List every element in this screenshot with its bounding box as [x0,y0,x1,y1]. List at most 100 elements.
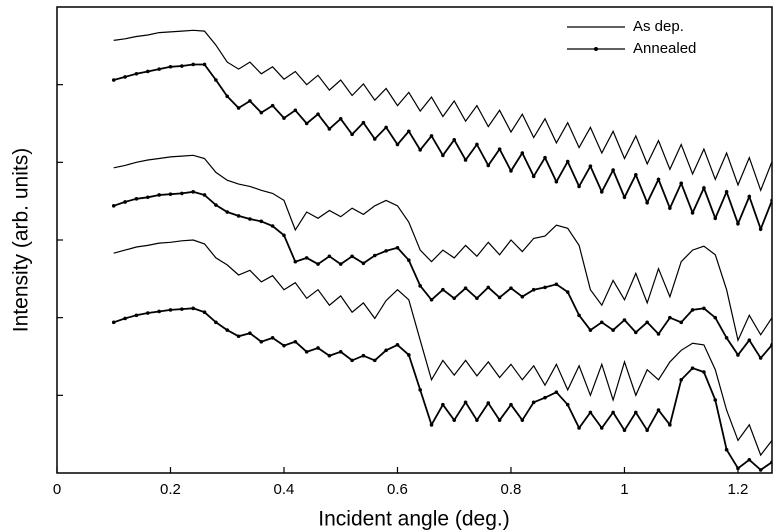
series-marker [134,197,139,201]
series-marker [770,198,772,203]
series-marker [123,316,127,321]
series-marker [395,343,400,347]
series-marker [191,306,195,311]
series-marker [736,466,740,471]
series-marker [543,155,547,160]
series-marker [282,116,286,120]
series-marker [441,287,445,292]
series-marker [588,328,593,332]
series-marker [236,106,241,110]
series-marker [531,400,536,405]
series-marker [168,192,173,196]
series-line [113,307,772,472]
x-tick-label: 0.2 [160,481,181,498]
series-marker [157,67,161,71]
series-marker [123,75,127,79]
series-marker [747,194,752,199]
series-marker [372,358,377,363]
series-marker [282,233,286,238]
series-marker [157,309,161,314]
series-marker [350,132,354,137]
series-marker [316,346,320,350]
series-marker [111,320,116,325]
series-marker [350,358,354,363]
series-marker [645,320,649,325]
series-marker [384,249,388,253]
series-marker [736,221,740,226]
legend-label: Annealed [633,40,696,57]
series-marker [656,332,661,336]
series-marker [316,262,320,266]
series-marker [407,129,411,134]
series-marker [758,356,763,360]
series-marker [656,408,661,412]
series-marker [316,112,320,116]
series-marker [248,331,252,336]
series-marker [338,350,343,354]
series-marker [145,311,150,315]
legend-label: As dep. [633,18,684,35]
series-marker [634,330,638,335]
series-marker [304,121,309,126]
series-line [113,29,772,193]
series-marker [407,258,411,262]
series-marker [486,401,491,405]
series-marker [248,99,252,103]
series-marker [372,137,377,141]
series-marker [441,402,445,407]
series-marker [736,353,740,357]
y-axis-label: Intensity (arb. units) [10,148,33,332]
series-marker [123,200,127,204]
series-marker [214,203,218,207]
series-marker [372,253,377,258]
series-marker [418,388,422,392]
series-marker [225,210,230,214]
series-marker [611,410,615,415]
series-marker [543,285,547,290]
series-marker [145,195,150,200]
series-marker [713,315,718,320]
series-line [113,63,772,232]
series-marker [259,339,264,344]
series-marker [338,262,343,266]
series-marker [361,120,366,125]
series-marker [304,256,309,260]
series-marker [304,350,309,354]
series-marker [452,418,457,422]
series-marker [180,64,184,68]
series-marker [475,142,479,147]
series-marker [429,423,434,427]
series-marker [214,78,218,82]
x-tick-label: 0.4 [274,481,295,498]
series-marker [463,158,468,162]
series-marker [634,172,638,177]
series-marker [645,200,649,205]
series-marker [770,460,772,464]
series-marker [214,320,218,325]
series-marker [157,193,161,197]
series-line [113,239,772,457]
series-marker [668,206,672,210]
series-marker [611,168,615,172]
series-marker [202,62,207,67]
series-marker [338,117,343,121]
series-marker [270,103,275,108]
series-marker [486,285,491,290]
series-marker [554,390,559,395]
series-marker [656,177,661,182]
series-marker [293,339,298,344]
series-marker [282,343,286,348]
series-marker [180,307,184,311]
series-marker [679,378,684,382]
series-marker [690,366,695,370]
series-marker [588,410,593,415]
series-marker [452,296,457,301]
series-marker [191,62,195,67]
series-marker [327,353,332,358]
plot-area [111,29,772,472]
series-marker [168,65,173,69]
series-marker [497,147,502,151]
series-marker [599,190,604,194]
series-marker [554,282,559,287]
series-marker [577,184,581,189]
